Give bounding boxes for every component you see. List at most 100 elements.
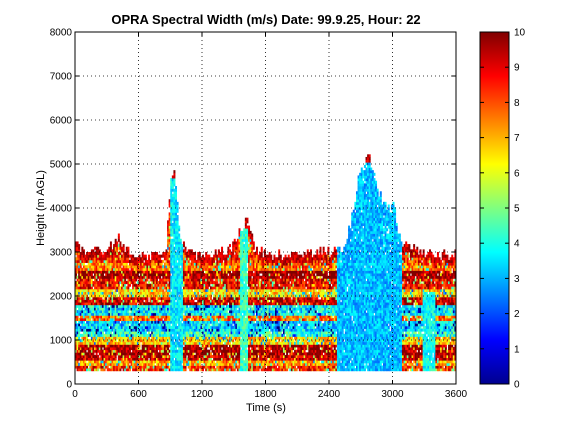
- data-cell: [168, 249, 171, 253]
- data-cell: [219, 312, 222, 316]
- data-cell: [148, 307, 151, 311]
- data-cell: [81, 288, 84, 292]
- data-cell: [116, 304, 119, 308]
- data-cell: [144, 362, 147, 366]
- data-cell: [171, 233, 174, 237]
- data-cell: [198, 318, 201, 322]
- data-cell: [144, 344, 147, 348]
- data-cell: [79, 365, 82, 369]
- data-cell: [109, 341, 112, 345]
- data-cell: [179, 296, 182, 300]
- data-cell: [106, 320, 109, 324]
- data-cell: [98, 278, 101, 282]
- data-cell: [165, 265, 168, 269]
- data-cell: [182, 286, 185, 290]
- data-cell: [143, 325, 146, 329]
- data-cell: [217, 262, 220, 266]
- data-cell: [182, 291, 185, 295]
- data-cell: [157, 341, 160, 345]
- data-cell: [175, 325, 177, 329]
- data-cell: [173, 188, 176, 192]
- data-cell: [213, 368, 216, 372]
- data-cell: [184, 325, 187, 329]
- data-cell: [97, 360, 100, 364]
- data-cell: [219, 288, 222, 292]
- data-cell: [211, 286, 214, 290]
- data-cell: [92, 257, 95, 261]
- data-cell: [195, 365, 198, 369]
- data-cell: [105, 362, 108, 366]
- data-cell: [117, 291, 120, 295]
- data-cell: [106, 262, 109, 266]
- data-cell: [86, 328, 89, 332]
- data-cell: [197, 296, 200, 300]
- data-cell: [163, 310, 166, 314]
- data-cell: [228, 249, 231, 253]
- data-cell: [116, 347, 119, 351]
- data-cell: [173, 259, 176, 263]
- data-cell: [106, 278, 109, 282]
- data-cell: [167, 312, 170, 316]
- data-cell: [170, 180, 173, 184]
- data-cell: [111, 325, 114, 329]
- data-cell: [140, 325, 143, 329]
- data-cell: [176, 360, 179, 364]
- data-cell: [187, 270, 190, 274]
- data-cell: [182, 339, 185, 343]
- data-cell: [157, 357, 160, 361]
- data-cell: [205, 304, 208, 308]
- data-cell: [208, 262, 211, 266]
- data-cell: [151, 320, 154, 324]
- data-cell: [219, 333, 222, 337]
- data-cell: [76, 288, 79, 292]
- data-cell: [143, 278, 146, 282]
- data-cell: [171, 241, 174, 245]
- data-cell: [108, 368, 111, 372]
- data-cell: [141, 304, 144, 308]
- data-cell: [176, 273, 179, 277]
- data-cell: [197, 320, 200, 324]
- data-cell: [221, 360, 224, 364]
- data-cell: [202, 273, 204, 277]
- data-cell: [160, 299, 163, 303]
- data-cell: [155, 328, 158, 332]
- data-cell: [138, 281, 141, 285]
- data-cell: [181, 259, 184, 263]
- data-cell: [141, 267, 144, 271]
- data-cell: [76, 333, 79, 337]
- data-cell: [87, 310, 90, 314]
- data-cell: [159, 331, 162, 335]
- data-cell: [136, 318, 139, 322]
- data-cell: [79, 288, 82, 292]
- data-cell: [97, 302, 100, 306]
- data-cell: [162, 328, 165, 332]
- data-cell: [216, 344, 219, 348]
- data-cell: [205, 265, 208, 269]
- data-cell: [95, 278, 98, 282]
- data-cell: [179, 315, 182, 319]
- data-cell: [125, 265, 128, 269]
- data-cell: [151, 262, 154, 266]
- data-cell: [132, 283, 135, 287]
- data-cell: [79, 286, 82, 290]
- data-cell: [176, 262, 179, 266]
- data-cell: [98, 318, 101, 322]
- data-cell: [211, 315, 214, 319]
- data-cell: [246, 220, 249, 224]
- data-cell: [82, 347, 85, 351]
- data-cell: [148, 257, 151, 261]
- data-cell: [75, 318, 77, 322]
- data-cell: [146, 270, 149, 274]
- data-cell: [89, 296, 92, 300]
- data-cell: [135, 270, 138, 274]
- data-cell: [182, 273, 185, 277]
- data-cell: [136, 294, 139, 298]
- data-cell: [206, 349, 209, 353]
- data-cell: [194, 302, 197, 306]
- data-cell: [163, 304, 166, 308]
- data-cell: [209, 275, 212, 279]
- data-cell: [170, 238, 173, 242]
- data-cell: [141, 325, 144, 329]
- data-cell: [213, 320, 216, 324]
- data-cell: [154, 291, 157, 295]
